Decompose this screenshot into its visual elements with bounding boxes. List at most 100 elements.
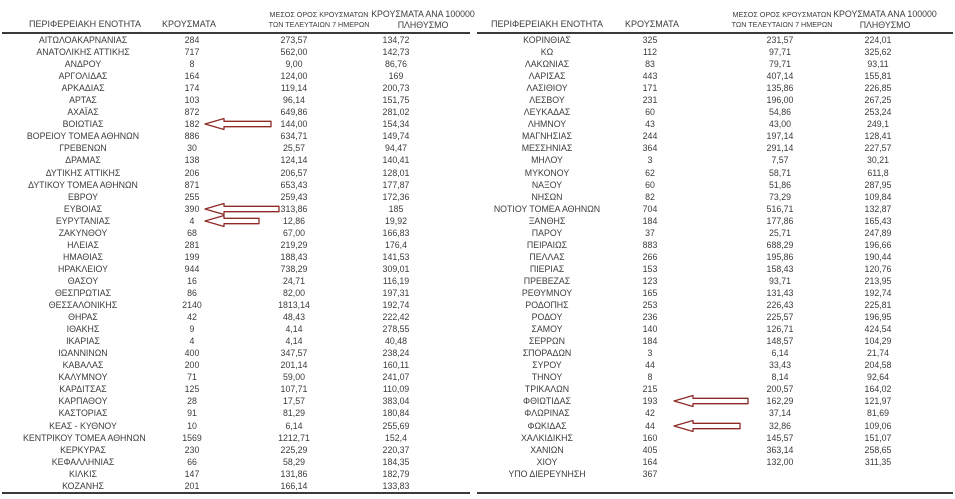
cases-cell: 82	[645, 191, 655, 202]
avg7-cell: 58,71	[768, 167, 791, 178]
avg7-cell: 43,00	[768, 119, 791, 130]
region-cell: ΜΑΓΝΗΣΙΑΣ	[522, 131, 572, 142]
cases-cell: 164	[184, 71, 200, 82]
avg7-cell: 79,71	[768, 59, 791, 70]
avg7-cell: 219,29	[280, 239, 308, 250]
avg7-cell: 177,86	[766, 215, 794, 226]
region-cell: ΑΝΔΡΟΥ	[64, 59, 102, 70]
table-row: ΠΑΡΟΥ 37 25,71 247,89	[477, 227, 953, 239]
region-cell: ΛΕΥΚΑΔΑΣ	[523, 107, 571, 118]
region-cell: ΚΕΑΣ - ΚΥΘΝΟΥ	[49, 420, 117, 431]
avg7-cell: 33,43	[768, 360, 791, 371]
per100k-cell: 225,81	[864, 300, 892, 311]
cases-cell: 253	[642, 300, 658, 311]
avg7-cell: 119,14	[280, 83, 308, 94]
cases-cell: 200	[184, 360, 200, 371]
avg7-cell: 363,14	[766, 444, 794, 455]
avg7-cell: 225,29	[280, 444, 308, 455]
region-cell: ΠΕΙΡΑΙΩΣ	[526, 239, 568, 250]
avg7-cell: 6,14	[285, 420, 303, 431]
per100k-cell: 134,72	[382, 35, 410, 45]
regional-cases-table-left: ΠΕΡΙΦΕΡΕΙΑΚΗ ΕΝΟΤΗΤΑ ΚΡΟΥΣΜΑΤΑ ΜΕΣΟΣ ΟΡΟ…	[2, 8, 475, 494]
region-cell: ΑΧΑΪΑΣ	[67, 107, 99, 118]
col-header-line: ΜΕΣΟΣ ΟΡΟΣ ΚΡΟΥΣΜΑΤΩΝ	[269, 10, 369, 19]
per100k-cell: 151,75	[382, 95, 410, 106]
table-row: ΔΥΤΙΚΟΥ ΤΟΜΕΑ ΑΘΗΝΩΝ 871 653,43 177,87	[2, 179, 470, 191]
table-row: ΔΥΤΙΚΗΣ ΑΤΤΙΚΗΣ 206 206,57 128,01	[2, 167, 470, 179]
annotation-arrow-icon	[673, 395, 749, 408]
cases-cell: 184	[642, 215, 658, 226]
cases-cell: 42	[187, 312, 197, 323]
per100k-cell: 226,85	[864, 83, 892, 94]
table-row: ΠΙΕΡΙΑΣ 153 158,43 120,76	[477, 263, 953, 275]
table-row: ΞΑΝΘΗΣ 184 177,86 165,43	[477, 215, 953, 227]
table-row: ΥΠΟ ΔΙΕΡΕΥΝΗΣΗ 367	[477, 468, 953, 480]
table-row: ΚΑΒΑΛΑΣ 200 201,14 160,11	[2, 359, 470, 371]
table-row: ΝΑΞΟΥ 60 51,86 287,95	[477, 179, 953, 191]
cases-cell: 28	[187, 396, 197, 407]
col-header-region: ΠΕΡΙΦΕΡΕΙΑΚΗ ΕΝΟΤΗΤΑ	[28, 19, 142, 29]
table-row: ΚΟΖΑΝΗΣ 201 166,14 133,83	[2, 480, 470, 492]
per100k-cell: 200,73	[382, 83, 410, 94]
table-row: ΝΗΣΩΝ 82 73,29 109,84	[477, 191, 953, 203]
cases-cell: 171	[642, 83, 658, 94]
table-row: ΚΕΦΑΛΛΗΝΙΑΣ 66 58,29 184,35	[2, 456, 470, 468]
per100k-cell: 383,04	[382, 396, 410, 407]
region-cell: ΓΡΕΒΕΝΩΝ	[59, 143, 107, 154]
avg7-cell: 8,14	[771, 372, 789, 383]
avg7-cell: 145,57	[766, 432, 794, 443]
per100k-cell: 177,87	[382, 179, 410, 190]
cases-cell: 201	[184, 480, 200, 491]
cases-cell: 199	[184, 251, 200, 262]
table-body: ΑΙΤΩΛΟΑΚΑΡΝΑΝΙΑΣ 284 273,57 134,72 ΑΝΑΤΟΛΙΚΗ…	[2, 34, 470, 494]
avg7-cell: 225,57	[766, 312, 794, 323]
region-cell: ΝΟΤΙΟΥ ΤΟΜΕΑ ΑΘΗΝΩΝ	[493, 203, 601, 214]
cases-cell: 3	[647, 155, 653, 166]
avg7-cell: 653,43	[280, 179, 308, 190]
per100k-cell: 227,57	[864, 143, 892, 154]
per100k-cell: 255,69	[382, 420, 410, 431]
cases-cell: 281	[184, 239, 200, 250]
avg7-cell: 48,43	[282, 312, 305, 323]
cases-cell: 236	[642, 312, 658, 323]
table-row: ΧΙΟΥ 164 132,00 311,35	[477, 456, 953, 468]
table-row: ΒΟΡΕΙΟΥ ΤΟΜΕΑ ΑΘΗΝΩΝ 886 634,71 149,74	[2, 130, 470, 142]
col-header-line: ΠΛΗΘΥΣΜΟ	[859, 20, 911, 30]
table-row: ΚΑΡΠΑΘΟΥ 28 17,57 383,04	[2, 395, 470, 407]
per100k-cell: 224,01	[864, 35, 892, 45]
cases-cell: 244	[642, 131, 658, 142]
avg7-cell: 93,71	[768, 275, 791, 286]
region-cell: ΕΥΒΟΙΑΣ	[63, 203, 103, 214]
per100k-cell: 155,81	[864, 71, 892, 82]
cases-cell: 231	[642, 95, 658, 106]
per100k-cell: 94,47	[384, 143, 407, 154]
avg7-cell: 649,86	[280, 107, 308, 118]
avg7-cell: 1212,71	[278, 432, 310, 443]
region-cell: ΑΡΚΑΔΙΑΣ	[61, 83, 105, 94]
avg7-cell: 196,00	[766, 95, 794, 106]
region-cell: ΦΘΙΩΤΙΔΑΣ	[523, 396, 571, 407]
table-row: ΧΑΝΙΩΝ 405 363,14 258,65	[477, 444, 953, 456]
table-row: ΙΚΑΡΙΑΣ 4 4,14 40,48	[2, 335, 470, 347]
cases-cell: 71	[187, 372, 197, 383]
per100k-cell: 154,34	[382, 119, 410, 130]
region-cell: ΚΩ	[540, 47, 554, 58]
table-row: ΠΡΕΒΕΖΑΣ 123 93,71 213,95	[477, 275, 953, 287]
regional-cases-table-right: ΠΕΡΙΦΕΡΕΙΑΚΗ ΕΝΟΤΗΤΑ ΚΡΟΥΣΜΑΤΑ ΜΕΣΟΣ ΟΡΟ…	[477, 8, 953, 494]
region-cell: ΗΡΑΚΛΕΙΟΥ	[58, 263, 108, 274]
per100k-cell: 151,07	[864, 432, 892, 443]
avg7-cell: 25,57	[282, 143, 305, 154]
per100k-cell: 109,84	[864, 191, 892, 202]
table-row: ΚΑΡΔΙΤΣΑΣ 125 107,71 110,09	[2, 383, 470, 395]
cases-cell: 405	[642, 444, 658, 455]
cases-cell: 62	[645, 167, 655, 178]
avg7-cell: 59,00	[282, 372, 305, 383]
per100k-cell: 152,4	[384, 432, 407, 443]
region-cell: ΞΑΝΘΗΣ	[528, 215, 566, 226]
per100k-cell: 110,09	[382, 384, 410, 395]
region-cell: ΜΥΚΟΝΟΥ	[524, 167, 570, 178]
avg7-cell: 206,57	[280, 167, 308, 178]
cases-cell: 390	[184, 203, 200, 214]
cases-cell: 66	[187, 456, 197, 467]
avg7-cell: 32,86	[768, 420, 791, 431]
